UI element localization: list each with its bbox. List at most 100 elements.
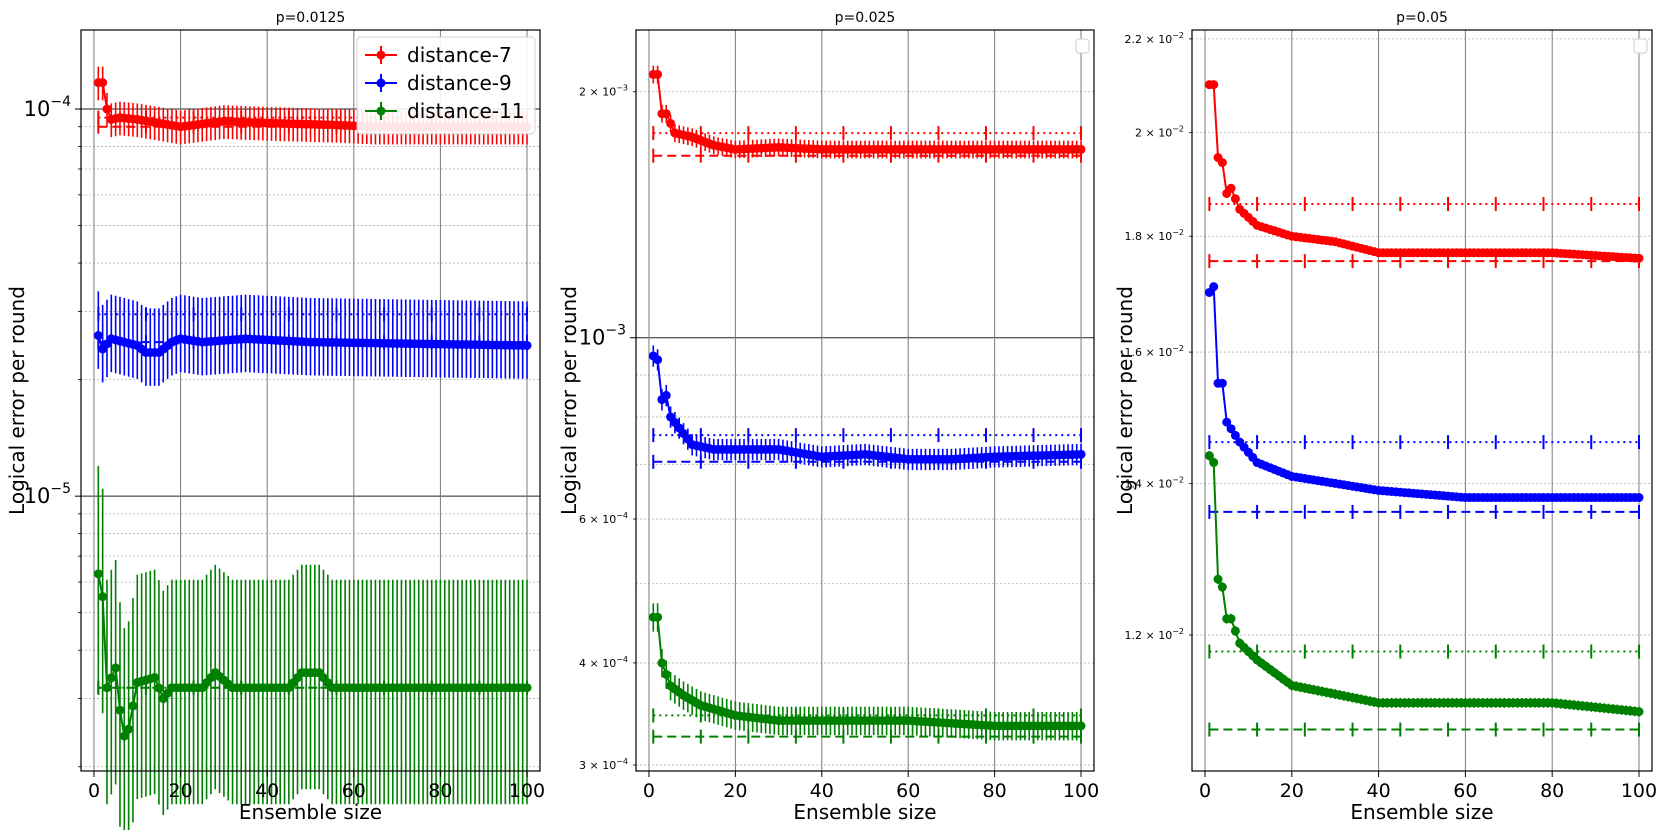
legend-box [356,36,536,135]
data-point [1209,458,1219,468]
x-axis-label: Ensemble size [793,800,936,824]
series-distance-7 [648,65,1086,163]
legend-empty [1633,38,1648,54]
data-point [661,109,671,119]
x-tick-label: 40 [810,780,834,802]
y-tick-label: 1.6 × 10−2 [1125,344,1185,359]
data-point [102,104,112,114]
subplot-1: 0 20 40 60 80 100 10−4 10−5 p=0.0125 Ensemble siz… [5,10,545,830]
data-point [150,673,160,683]
data-point [1222,417,1232,427]
data-point [1217,378,1227,388]
x-tick-label: 40 [255,780,279,802]
legend-marker [376,106,386,116]
x-axis-label: Ensemble size [1350,800,1493,824]
x-tick-label: 0 [88,780,100,802]
data-point [1076,144,1086,154]
x-tick-label: 40 [1367,780,1391,802]
y-tick-label: 1.4 × 10−2 [1125,475,1185,490]
x-tick-label: 60 [342,780,366,802]
data-point [124,724,134,734]
x-tick-label: 20 [723,780,747,802]
data-point [106,673,116,683]
y-tick-label: 2 × 10−2 [1135,125,1184,140]
data-point [119,731,129,741]
data-point [1226,424,1236,434]
legend: distance-7 distance-9 distance-11 [356,36,536,135]
subplot-title: p=0.025 [835,10,896,26]
x-axis-label: Ensemble size [239,800,382,824]
x-tick-label: 80 [983,780,1007,802]
data-point [154,683,164,693]
legend-empty [1075,38,1090,54]
legend-label: distance-11 [407,99,524,123]
y-tick-label: 10−3 [579,323,626,350]
subplot-2: 0 20 40 60 80 100 10−3 3 × 10−4 4 × 10−4 6 × 10−4… [557,10,1099,824]
data-point [1204,451,1214,461]
x-tick-label: 100 [1621,780,1657,802]
x-tick-label: 0 [643,780,655,802]
y-axis-label: Logical error per round [5,286,29,515]
data-point [1230,194,1240,204]
data-point [1217,582,1227,592]
legend-label: distance-9 [407,71,512,95]
x-tick-label: 80 [428,780,452,802]
data-point [661,669,671,679]
x-tick-label: 20 [169,780,193,802]
y-tick-label: 1.8 × 10−2 [1125,228,1185,243]
subplot-title: p=0.0125 [276,10,346,26]
y-tick-label: 2 × 10−3 [579,84,628,99]
axes-frame [80,29,541,772]
y-tick-label: 2.2 × 10−2 [1125,31,1185,46]
y-tick-label: 1.2 × 10−2 [1125,627,1185,642]
data-point [522,340,532,350]
data-point [1076,721,1086,731]
axes-frame [1191,29,1653,772]
data-point [653,355,663,365]
data-point [1209,282,1219,292]
y-tick-label: 3 × 10−4 [579,757,628,772]
data-point [1634,707,1644,717]
data-point [1634,253,1644,263]
y-tick-label: 6 × 10−4 [579,511,628,526]
y-axis-label: Logical error per round [1113,286,1137,515]
data-point [653,69,663,79]
subplot-title: p=0.05 [1396,10,1448,26]
data-point [522,683,532,693]
x-tick-label: 20 [1280,780,1304,802]
data-point [661,390,671,400]
y-tick-label: 4 × 10−4 [579,655,628,670]
x-tick-label: 60 [896,780,920,802]
series-distance-11 [1204,450,1644,737]
data-point [93,331,103,341]
legend-label: distance-7 [407,43,512,67]
x-tick-label: 80 [1540,780,1564,802]
data-point [653,612,663,622]
axes-frame [635,29,1095,772]
data-point [1230,626,1240,636]
data-point [115,705,125,715]
y-tick-label: 10−5 [24,481,71,508]
data-point [1217,158,1227,168]
x-tick-label: 100 [509,780,545,802]
series-distance-11 [648,603,1086,744]
data-point [128,701,138,711]
series-distance-9 [93,291,532,386]
legend-marker [376,78,386,88]
series-distance-9 [1204,282,1644,519]
series-distance-9 [648,345,1086,471]
x-tick-label: 100 [1063,780,1099,802]
data-point [102,683,112,693]
data-point [1076,449,1086,459]
data-point [111,663,121,673]
data-point [1634,493,1644,503]
data-point [98,78,108,88]
data-point [1230,430,1240,440]
data-point [1213,574,1223,584]
data-point [1209,80,1219,90]
data-point [1226,614,1236,624]
data-point [657,658,667,668]
series-distance-7 [1204,80,1644,269]
